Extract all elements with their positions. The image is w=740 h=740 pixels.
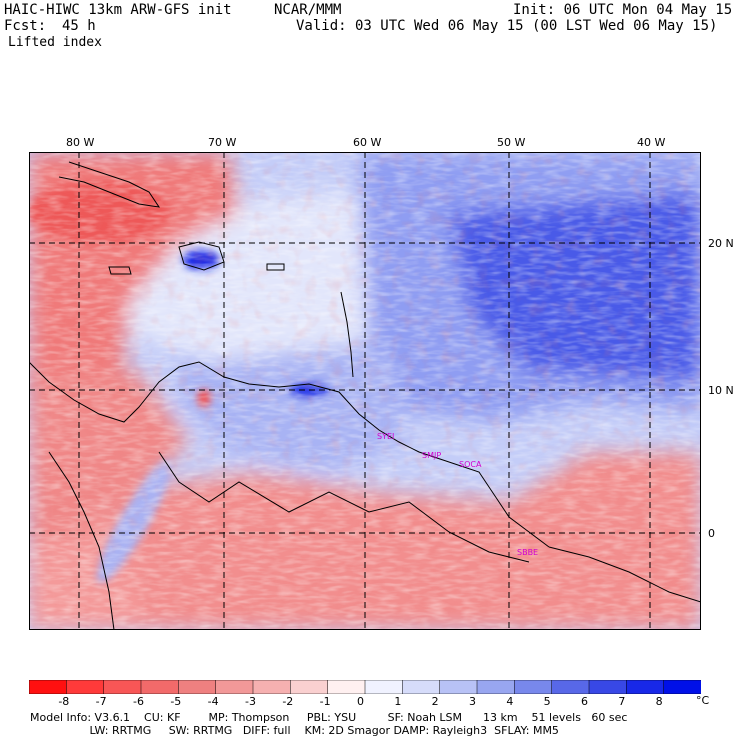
colorbar-tick-label: 8 (655, 695, 663, 708)
antilles-coastline (340, 291, 354, 378)
station-label: SMJP (422, 451, 441, 460)
station-label: SBBE (517, 548, 538, 557)
colorbar-tick-label: -2 (282, 695, 294, 708)
colorbar-swatch (551, 680, 590, 694)
colorbar-tick-label: -5 (170, 695, 182, 708)
colorbar-swatch (476, 680, 516, 694)
lat-label-20n: 20 N (708, 237, 734, 250)
colorbar-tick-label: -6 (133, 695, 144, 708)
colorbar-swatch (66, 680, 105, 694)
colorbar-swatch (439, 680, 478, 694)
colorbar-swatch (252, 680, 292, 694)
forecast-hour: 45 h (62, 18, 96, 34)
colorbar-tick-label: -3 (245, 695, 256, 708)
colorbar-tick-label: -1 (319, 695, 331, 708)
lon-label-80w: 80 W (66, 136, 95, 149)
colorbar-tick-label: -7 (95, 695, 107, 708)
colorbar: -8 -7 -6 -5 -4 -3 -2 -1 0 1 2 3 4 5 6 7 8 (29, 680, 701, 708)
colorbar-tick-label: -8 (58, 695, 70, 708)
colorbar-swatch (178, 680, 217, 694)
colorbar-ticks: -8 -7 -6 -5 -4 -3 -2 -1 0 1 2 3 4 5 6 7 8 (29, 695, 701, 709)
colorbar-swatch (588, 680, 628, 694)
colorbar-tick-label: 1 (394, 695, 402, 708)
colorbar-tick-label: 7 (618, 695, 626, 708)
colorbar-swatch (663, 680, 701, 694)
colorbar-swatch (514, 680, 553, 694)
pacific-coastline (48, 451, 115, 630)
colorbar-swatch (103, 680, 142, 694)
colorbar-swatch (29, 680, 68, 694)
colorbar-tick-label: 6 (581, 695, 588, 708)
colorbar-tick-label: -4 (207, 695, 219, 708)
colorbar-tick-label: 4 (506, 695, 514, 708)
lon-label-40w: 40 W (637, 136, 666, 149)
model-info-line2: LW: RRTMG SW: RRTMG DIFF: full KM: 2D Sm… (30, 724, 559, 737)
station-label: SOCA (459, 460, 482, 469)
init-time: Init: 06 UTC Mon 04 May 15 (513, 2, 733, 18)
colorbar-swatch (364, 680, 404, 694)
station-label: SYEI (377, 432, 394, 441)
field-name: Lifted index (8, 35, 102, 50)
puerto-rico-coastline (266, 263, 285, 271)
lat-label-10n: 10 N (708, 384, 734, 397)
colorbar-tick-label: 2 (431, 695, 439, 708)
jamaica-coastline (108, 266, 132, 275)
colorbar-tick-label: 0 (357, 695, 364, 708)
valid-time: Valid: 03 UTC Wed 06 May 15 (00 LST Wed … (296, 18, 718, 34)
colorbar-tick-label: 5 (543, 695, 551, 708)
colorbar-swatch (140, 680, 180, 694)
colorbar-swatch (290, 680, 329, 694)
lon-label-70w: 70 W (208, 136, 237, 149)
forecast-label: Fcst: (4, 18, 47, 34)
colorbar-swatches (29, 680, 701, 694)
cuba-coastline (58, 161, 161, 208)
lon-label-60w: 60 W (353, 136, 382, 149)
lon-label-50w: 50 W (497, 136, 526, 149)
colorbar-swatch (327, 680, 366, 694)
colorbar-swatch (215, 680, 254, 694)
colorbar-unit: °C (696, 694, 710, 707)
colorbar-swatch (402, 680, 441, 694)
south-america-interior-border (158, 451, 530, 563)
model-title: HAIC-HIWC 13km ARW-GFS init (4, 2, 232, 18)
lifted-index-map: SYEI SMJP SOCA SBBE (29, 152, 701, 630)
brazil-coastline (548, 546, 701, 603)
colorbar-swatch (626, 680, 665, 694)
organization-label: NCAR/MMM (274, 2, 342, 18)
colorbar-tick-label: 3 (469, 695, 476, 708)
central-america-coastline (29, 361, 550, 548)
map-frame (29, 152, 701, 630)
model-info-line1: Model Info: V3.6.1 CU: KF MP: Thompson P… (30, 711, 628, 724)
lat-label-equator: 0 (708, 527, 715, 540)
